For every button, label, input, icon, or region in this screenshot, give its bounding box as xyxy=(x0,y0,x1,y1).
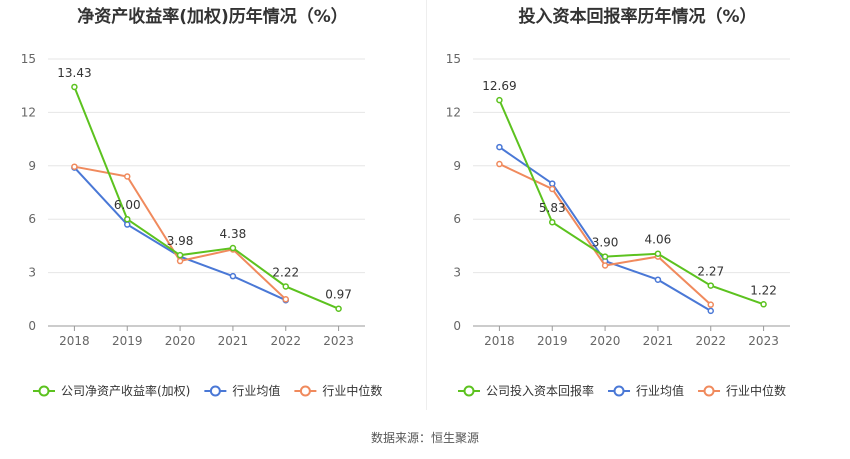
data-point[interactable] xyxy=(176,251,184,259)
data-label: 1.22 xyxy=(750,283,777,297)
y-tick-label: 9 xyxy=(28,159,36,173)
legend-label: 行业中位数 xyxy=(726,383,786,398)
y-tick-label: 0 xyxy=(28,319,36,333)
series-line-2 xyxy=(498,163,712,306)
legend-item-1[interactable]: 行业均值 xyxy=(204,383,280,398)
x-tick-label: 2019 xyxy=(112,334,143,348)
x-tick-label: 2023 xyxy=(323,334,354,348)
series-line-2 xyxy=(74,165,287,301)
legend-swatch-marker xyxy=(613,385,625,397)
x-tick-label: 2022 xyxy=(270,334,301,348)
chart-title-roic: 投入资本回报率历年情况（%） xyxy=(518,7,757,27)
data-label: 4.06 xyxy=(645,233,672,247)
panel-divider xyxy=(426,0,427,410)
series-line-0 xyxy=(498,99,764,306)
y-tick-label: 6 xyxy=(28,212,36,226)
legend-swatch-marker xyxy=(38,385,50,397)
y-tick-label: 3 xyxy=(453,266,461,280)
y-tick-label: 3 xyxy=(28,266,36,280)
data-point[interactable] xyxy=(707,301,714,308)
data-label: 12.69 xyxy=(482,79,516,93)
data-point[interactable] xyxy=(496,160,503,168)
data-label: 2.22 xyxy=(272,265,299,279)
y-tick-label: 12 xyxy=(21,105,36,119)
data-point[interactable] xyxy=(176,257,184,265)
legend-swatch-marker xyxy=(463,385,475,397)
legend-swatch-marker xyxy=(209,385,221,397)
data-point[interactable] xyxy=(335,305,342,312)
chart-roic: 0 3 6 9 12 15 2018 2019 2020 2021 2022 2023 12.69 5.8… xyxy=(446,52,790,398)
data-label: 6.00 xyxy=(114,198,141,212)
data-point[interactable] xyxy=(654,276,662,283)
data-label: 3.90 xyxy=(592,236,619,250)
legend-swatch-marker xyxy=(299,385,311,397)
data-label: 0.97 xyxy=(325,288,352,302)
legend-item-0[interactable]: 公司净资产收益率(加权) xyxy=(33,383,190,398)
chart-title-roe: 净资产收益率(加权)历年情况（%） xyxy=(77,7,348,27)
x-tick-label: 2020 xyxy=(165,334,196,348)
x-tick-label: 2018 xyxy=(59,334,90,348)
data-point[interactable] xyxy=(496,96,503,104)
data-label: 3.98 xyxy=(167,234,194,248)
legend-label: 行业均值 xyxy=(232,383,280,398)
y-tick-label: 0 xyxy=(453,319,461,333)
legend-item-2[interactable]: 行业中位数 xyxy=(294,383,382,398)
legend-item-1[interactable]: 行业均值 xyxy=(608,383,684,398)
legend-swatch-marker xyxy=(703,385,715,397)
data-point[interactable] xyxy=(760,301,767,308)
x-tick-label: 2022 xyxy=(695,334,726,348)
data-label: 4.38 xyxy=(220,227,247,241)
source-label: 数据来源： xyxy=(370,431,431,445)
source-value: 恒生聚源 xyxy=(431,431,480,445)
y-tick-label: 15 xyxy=(446,52,461,66)
data-label: 13.43 xyxy=(57,66,91,80)
data-point[interactable] xyxy=(124,215,131,223)
data-point[interactable] xyxy=(124,221,131,228)
data-label: 5.83 xyxy=(539,201,566,215)
data-point[interactable] xyxy=(124,173,131,180)
data-point[interactable] xyxy=(601,262,609,269)
chart-roe: 0 3 6 9 12 15 2018 2019 2020 2021 2022 2023 13.43 6.0… xyxy=(21,52,383,398)
legend-item-2[interactable]: 行业中位数 xyxy=(698,383,786,398)
x-tick-label: 2020 xyxy=(590,334,621,348)
legend-label: 公司净资产收益率(加权) xyxy=(61,383,190,398)
data-point[interactable] xyxy=(549,180,556,187)
y-tick-label: 15 xyxy=(21,52,36,66)
x-tick-label: 2021 xyxy=(643,334,674,348)
legend-item-0[interactable]: 公司投入资本回报率 xyxy=(458,383,594,398)
legend-label: 公司投入资本回报率 xyxy=(486,383,594,398)
data-point[interactable] xyxy=(549,185,556,193)
x-tick-label: 2023 xyxy=(748,334,779,348)
data-source: 数据来源：恒生聚源 xyxy=(0,429,850,446)
y-tick-label: 6 xyxy=(453,212,461,226)
x-tick-label: 2018 xyxy=(484,334,515,348)
series-line-0 xyxy=(73,86,339,310)
data-point[interactable] xyxy=(229,244,237,252)
data-point[interactable] xyxy=(71,163,78,170)
x-tick-label: 2021 xyxy=(218,334,249,348)
legend-label: 行业均值 xyxy=(636,383,684,398)
y-tick-label: 9 xyxy=(453,159,461,173)
data-point[interactable] xyxy=(707,307,714,315)
x-tick-label: 2019 xyxy=(537,334,568,348)
data-point[interactable] xyxy=(282,296,289,303)
y-tick-label: 12 xyxy=(446,105,461,119)
data-point[interactable] xyxy=(601,253,609,260)
data-point[interactable] xyxy=(707,282,714,289)
legend-label: 行业中位数 xyxy=(322,383,382,398)
data-point[interactable] xyxy=(229,272,237,280)
data-point[interactable] xyxy=(496,143,503,151)
data-point[interactable] xyxy=(549,218,556,226)
data-point[interactable] xyxy=(282,283,289,290)
data-point[interactable] xyxy=(71,83,78,91)
data-label: 2.27 xyxy=(697,265,724,279)
data-point[interactable] xyxy=(654,250,662,257)
